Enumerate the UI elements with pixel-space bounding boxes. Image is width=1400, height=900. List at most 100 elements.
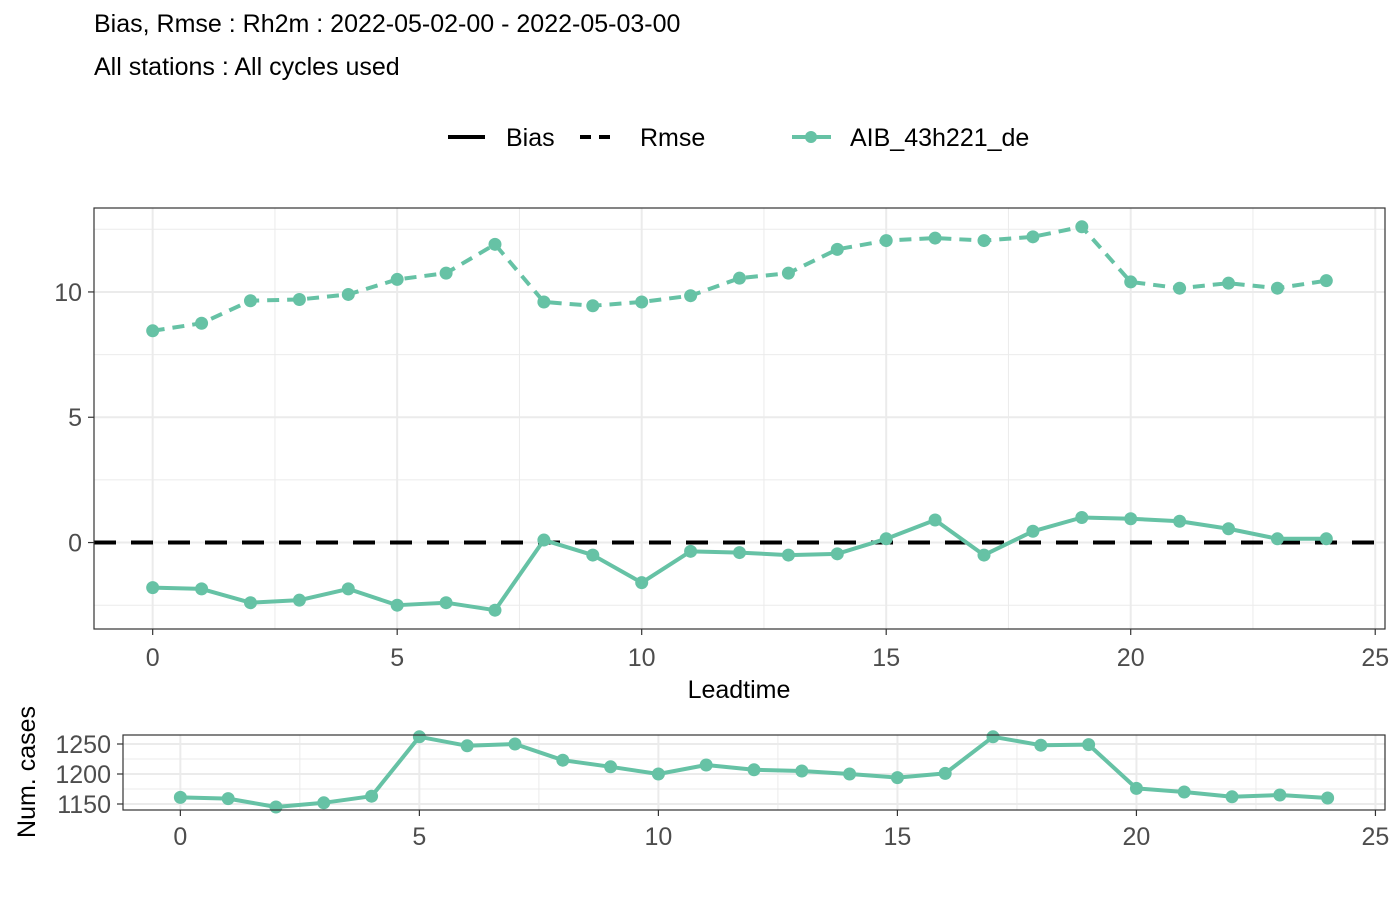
- data-point-aib-43h221-de: [508, 737, 522, 751]
- data-point-bias: [390, 598, 404, 612]
- legend: Bias Rmse AIB_43h221_de: [448, 124, 1029, 152]
- data-point-rmse: [684, 289, 698, 303]
- data-point-rmse: [488, 237, 502, 251]
- main-series: [146, 220, 1333, 617]
- data-point-bias: [830, 547, 844, 561]
- x-tick-label: 5: [390, 644, 404, 672]
- data-point-aib-43h221-de: [1273, 788, 1287, 802]
- data-point-bias: [879, 532, 893, 546]
- legend-rmse-label: Rmse: [640, 124, 705, 152]
- data-point-aib-43h221-de: [747, 763, 761, 777]
- data-point-rmse: [1319, 274, 1333, 288]
- data-point-rmse: [635, 295, 649, 309]
- cases-series: [173, 730, 1335, 814]
- data-point-bias: [488, 603, 502, 617]
- x-tick-label: 20: [1117, 644, 1145, 672]
- data-point-bias: [1026, 524, 1040, 538]
- main-axes: 0 5 10 15 20 25 0 5 10: [54, 279, 1389, 672]
- main-grid: [94, 208, 1385, 629]
- x-tick-label: 25: [1362, 823, 1390, 851]
- data-point-rmse: [781, 266, 795, 280]
- legend-model-label: AIB_43h221_de: [850, 124, 1029, 152]
- data-point-rmse: [879, 234, 893, 248]
- data-point-bias: [1270, 532, 1284, 546]
- data-point-bias: [146, 581, 160, 595]
- x-tick-label: 0: [173, 823, 187, 851]
- data-point-aib-43h221-de: [1129, 781, 1143, 795]
- x-tick-label: 15: [884, 823, 912, 851]
- data-point-bias: [928, 513, 942, 527]
- cases-y-axis-title: Num. cases: [13, 706, 41, 838]
- y-tick-label: 1200: [55, 761, 111, 789]
- data-point-rmse: [439, 266, 453, 280]
- x-tick-label: 0: [146, 644, 160, 672]
- y-tick-label: 1150: [57, 791, 111, 819]
- data-point-rmse: [195, 316, 209, 330]
- data-point-bias: [439, 596, 453, 610]
- chart-subtitle: All stations : All cycles used: [94, 53, 400, 81]
- data-point-rmse: [977, 234, 991, 248]
- legend-bias-label: Bias: [506, 124, 555, 152]
- main-panel: 0 5 10 15 20 25 0 5 10 Leadtime: [54, 207, 1389, 704]
- data-point-aib-43h221-de: [843, 767, 857, 781]
- data-point-aib-43h221-de: [1082, 738, 1096, 752]
- data-point-aib-43h221-de: [173, 790, 187, 804]
- y-tick-label: 1250: [55, 731, 111, 759]
- data-point-bias: [1124, 512, 1138, 526]
- data-point-rmse: [341, 287, 355, 301]
- data-point-bias: [781, 548, 795, 562]
- chart-title: Bias, Rmse : Rh2m : 2022-05-02-00 - 2022…: [94, 10, 681, 38]
- data-point-bias: [1173, 514, 1187, 528]
- data-point-bias: [635, 576, 649, 590]
- data-point-bias: [684, 544, 698, 558]
- data-point-aib-43h221-de: [221, 792, 235, 806]
- data-point-rmse: [292, 292, 306, 306]
- data-point-aib-43h221-de: [460, 739, 474, 753]
- x-tick-label: 10: [628, 644, 656, 672]
- data-point-aib-43h221-de: [1034, 738, 1048, 752]
- data-point-rmse: [537, 295, 551, 309]
- data-point-rmse: [733, 271, 746, 285]
- legend-model-key-point: [805, 131, 817, 143]
- data-point-aib-43h221-de: [1321, 791, 1335, 805]
- data-point-rmse: [586, 299, 600, 313]
- main-panel-background: [94, 208, 1385, 629]
- data-point-aib-43h221-de: [986, 730, 1000, 744]
- data-point-aib-43h221-de: [556, 753, 570, 767]
- data-point-bias: [292, 593, 306, 607]
- series-rmse: [146, 220, 1333, 338]
- data-point-aib-43h221-de: [1225, 790, 1239, 804]
- series-aib-43h221-de: [173, 730, 1335, 814]
- data-point-aib-43h221-de: [317, 796, 331, 810]
- y-tick-label: 10: [54, 279, 82, 307]
- y-tick-label: 0: [68, 530, 82, 558]
- data-point-bias: [586, 548, 600, 562]
- data-point-bias: [1222, 522, 1236, 536]
- x-tick-label: 10: [644, 823, 672, 851]
- data-point-aib-43h221-de: [412, 730, 426, 744]
- data-point-aib-43h221-de: [890, 771, 904, 785]
- cases-panel-border: [122, 734, 1386, 811]
- x-tick-label: 5: [412, 823, 426, 851]
- data-point-bias: [977, 548, 991, 562]
- data-point-aib-43h221-de: [1177, 785, 1191, 799]
- main-x-axis-title: Leadtime: [688, 676, 791, 704]
- data-point-rmse: [830, 242, 844, 256]
- data-point-rmse: [390, 272, 404, 286]
- data-point-aib-43h221-de: [938, 766, 952, 780]
- data-point-rmse: [146, 324, 160, 338]
- data-point-rmse: [928, 231, 942, 245]
- cases-grid: [123, 735, 1385, 810]
- data-point-rmse: [1222, 276, 1236, 290]
- data-point-bias: [1319, 532, 1333, 546]
- data-point-aib-43h221-de: [699, 758, 713, 772]
- main-panel-border: [93, 207, 1386, 630]
- data-point-aib-43h221-de: [604, 760, 618, 774]
- x-tick-label: 20: [1123, 823, 1151, 851]
- x-tick-label: 25: [1361, 644, 1389, 672]
- data-point-bias: [537, 533, 551, 547]
- data-point-rmse: [1124, 275, 1138, 289]
